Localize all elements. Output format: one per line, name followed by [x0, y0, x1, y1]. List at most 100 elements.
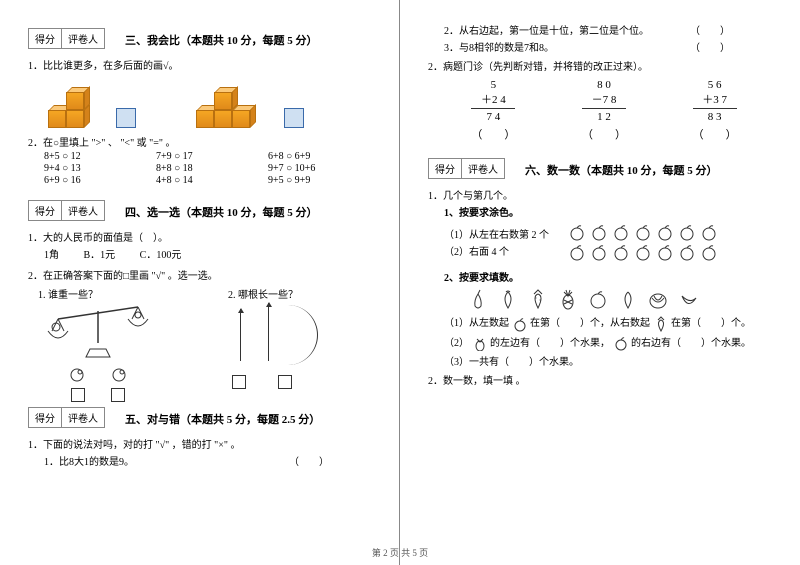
- sec4-q1: 1．大的人民币的面值是（ ）。: [28, 229, 379, 244]
- paren-blank[interactable]: （ ）: [289, 453, 329, 468]
- fruit-row: [468, 288, 780, 310]
- score-label: 得分: [429, 159, 462, 178]
- answer-checkbox[interactable]: [278, 375, 292, 389]
- sec6-b1b: （2）右面 4 个: [444, 243, 568, 258]
- grader-label: 评卷人: [462, 159, 504, 178]
- sec4-q2: 2．在正确答案下面的□里画 "√" 。选一选。: [28, 267, 379, 282]
- grader-label: 评卷人: [62, 29, 104, 48]
- compare-item: 8+5 ○ 12: [44, 151, 126, 162]
- sec5-q1: 1．下面的说法对吗，对的打 "√" ，错的打 "×" 。: [28, 436, 379, 451]
- sec6-b2c: （3）一共有（ ）个水果。: [444, 353, 780, 368]
- pineapple-inline-icon: [472, 335, 488, 351]
- sec4-options: 1角 B．1元 C．100元: [44, 246, 379, 261]
- calc-item: 5 6 ＋3 7 8 3 （ ）: [693, 79, 737, 142]
- sec6-b1: 1、按要求涂色。: [444, 204, 780, 219]
- compare-item: 9+7 ○ 10+6: [268, 163, 350, 174]
- apple-icon: [700, 243, 718, 261]
- sec6-q2: 2．数一数，填一填 。: [428, 372, 780, 387]
- sec6-b1a: （1）从左在右数第 2 个: [444, 226, 568, 241]
- apple-icon: [678, 223, 696, 241]
- lines-label: 2. 哪根长一些？: [228, 286, 338, 301]
- apple-icon: [568, 223, 586, 241]
- compare-item: 8+8 ○ 18: [156, 163, 238, 174]
- apple-inline-icon: [512, 316, 528, 332]
- calc-r: 8 3: [693, 109, 737, 123]
- apple-icon: [656, 243, 674, 261]
- option-c: C．100元: [140, 250, 182, 261]
- score-box: 得分 评卷人: [428, 158, 505, 179]
- calc-op: －7 8: [582, 91, 626, 109]
- compare-row: 8+5 ○ 12 7+9 ○ 17 6+8 ○ 6+9: [44, 151, 379, 162]
- section-4-title: 四、选一选（本题共 10 分，每题 5 分）: [125, 204, 318, 220]
- answer-checkbox[interactable]: [71, 388, 85, 402]
- chick-icon: [108, 366, 130, 384]
- apple-icon: [612, 243, 630, 261]
- compare-item: 9+4 ○ 13: [44, 163, 126, 174]
- text: （2）: [444, 338, 469, 349]
- calc-a: 5: [471, 79, 515, 91]
- sec6-b2: 2、按要求填数。: [444, 269, 780, 284]
- calc-item: 5 ＋2 4 7 4 （ ）: [471, 79, 515, 142]
- score-label: 得分: [29, 201, 62, 220]
- page-footer: 第 2 页 共 5 页: [0, 546, 800, 559]
- apple-icon: [634, 223, 652, 241]
- apple-icon: [588, 288, 608, 310]
- cube-stack-left: [48, 78, 108, 128]
- grader-label: 评卷人: [62, 408, 104, 427]
- answer-checkbox[interactable]: [232, 375, 246, 389]
- apple-icon: [700, 223, 718, 241]
- sec3-q2: 2．在○里填上 ">" 、 "<" 或 "=" 。: [28, 134, 379, 149]
- watermelon-icon: [648, 288, 668, 310]
- sec6-b2a: （1）从左数起 在第（ ）个，从右数起 在第（ ）个。: [444, 314, 780, 332]
- sec5-s1: 1．比8大1的数是9。: [44, 453, 134, 468]
- calc-op: ＋2 4: [471, 91, 515, 109]
- apple-icon: [590, 223, 608, 241]
- compare-item: 9+5 ○ 9+9: [268, 175, 350, 186]
- cube-stack-right: [196, 78, 276, 128]
- answer-box[interactable]: [284, 108, 304, 128]
- strawberry-icon: [528, 288, 548, 310]
- score-label: 得分: [29, 408, 62, 427]
- score-box: 得分 评卷人: [28, 28, 105, 49]
- calc-problems: 5 ＋2 4 7 4 （ ） 8 0 －7 8 1 2 （ ） 5 6 ＋3 7…: [438, 79, 770, 142]
- sec6-q1: 1．几个与第几个。: [428, 187, 780, 202]
- compare-item: 6+8 ○ 6+9: [268, 151, 350, 162]
- calc-r: 7 4: [471, 109, 515, 123]
- calc-item: 8 0 －7 8 1 2 （ ）: [582, 79, 626, 142]
- paren-blank[interactable]: （ ）: [471, 126, 515, 142]
- lines-icon: [228, 301, 338, 371]
- section-3-title: 三、我会比（本题共 10 分，每题 5 分）: [125, 32, 318, 48]
- cube-comparison: [48, 78, 379, 128]
- compare-row: 6+9 ○ 16 4+8 ○ 14 9+5 ○ 9+9: [44, 175, 379, 186]
- peach-icon: [618, 288, 638, 310]
- sec5-q2: 2．病题门诊（先判断对错，并将错的改正过来）。: [428, 58, 780, 73]
- paren-blank[interactable]: （ ）: [693, 126, 737, 142]
- text: 在第（ ）个，从右数起: [530, 318, 650, 329]
- text: （1）从左数起: [444, 318, 509, 329]
- paren-blank[interactable]: （ ）: [690, 22, 730, 37]
- score-box: 得分 评卷人: [28, 407, 105, 428]
- option-b: B．1元: [84, 250, 116, 261]
- option-a: 1角: [44, 250, 59, 261]
- section-5-title: 五、对与错（本题共 5 分，每题 2.5 分）: [125, 411, 320, 427]
- pear-icon: [468, 288, 488, 310]
- answer-checkbox[interactable]: [111, 388, 125, 402]
- sec5-s2: 2．从右边起，第一位是十位，第二位是个位。: [444, 22, 649, 37]
- calc-a: 5 6: [693, 79, 737, 91]
- apple-icon: [590, 243, 608, 261]
- paren-blank[interactable]: （ ）: [690, 39, 730, 54]
- apple-icon: [656, 223, 674, 241]
- calc-r: 1 2: [582, 109, 626, 123]
- strawberry-inline-icon: [653, 316, 669, 332]
- calc-a: 8 0: [582, 79, 626, 91]
- answer-box[interactable]: [116, 108, 136, 128]
- sec5-s3: 3．与8相邻的数是7和8。: [444, 39, 554, 54]
- section-6-title: 六、数一数（本题共 10 分，每题 5 分）: [525, 162, 718, 178]
- paren-blank[interactable]: （ ）: [582, 126, 626, 142]
- compare-item: 7+9 ○ 17: [156, 151, 238, 162]
- balance-label: 1. 谁重一些？: [38, 286, 158, 301]
- sec3-q1: 1．比比谁更多，在多后面的画√。: [28, 57, 379, 72]
- balance-icon: [38, 301, 158, 371]
- banana-icon: [678, 288, 698, 310]
- peach-icon: [498, 288, 518, 310]
